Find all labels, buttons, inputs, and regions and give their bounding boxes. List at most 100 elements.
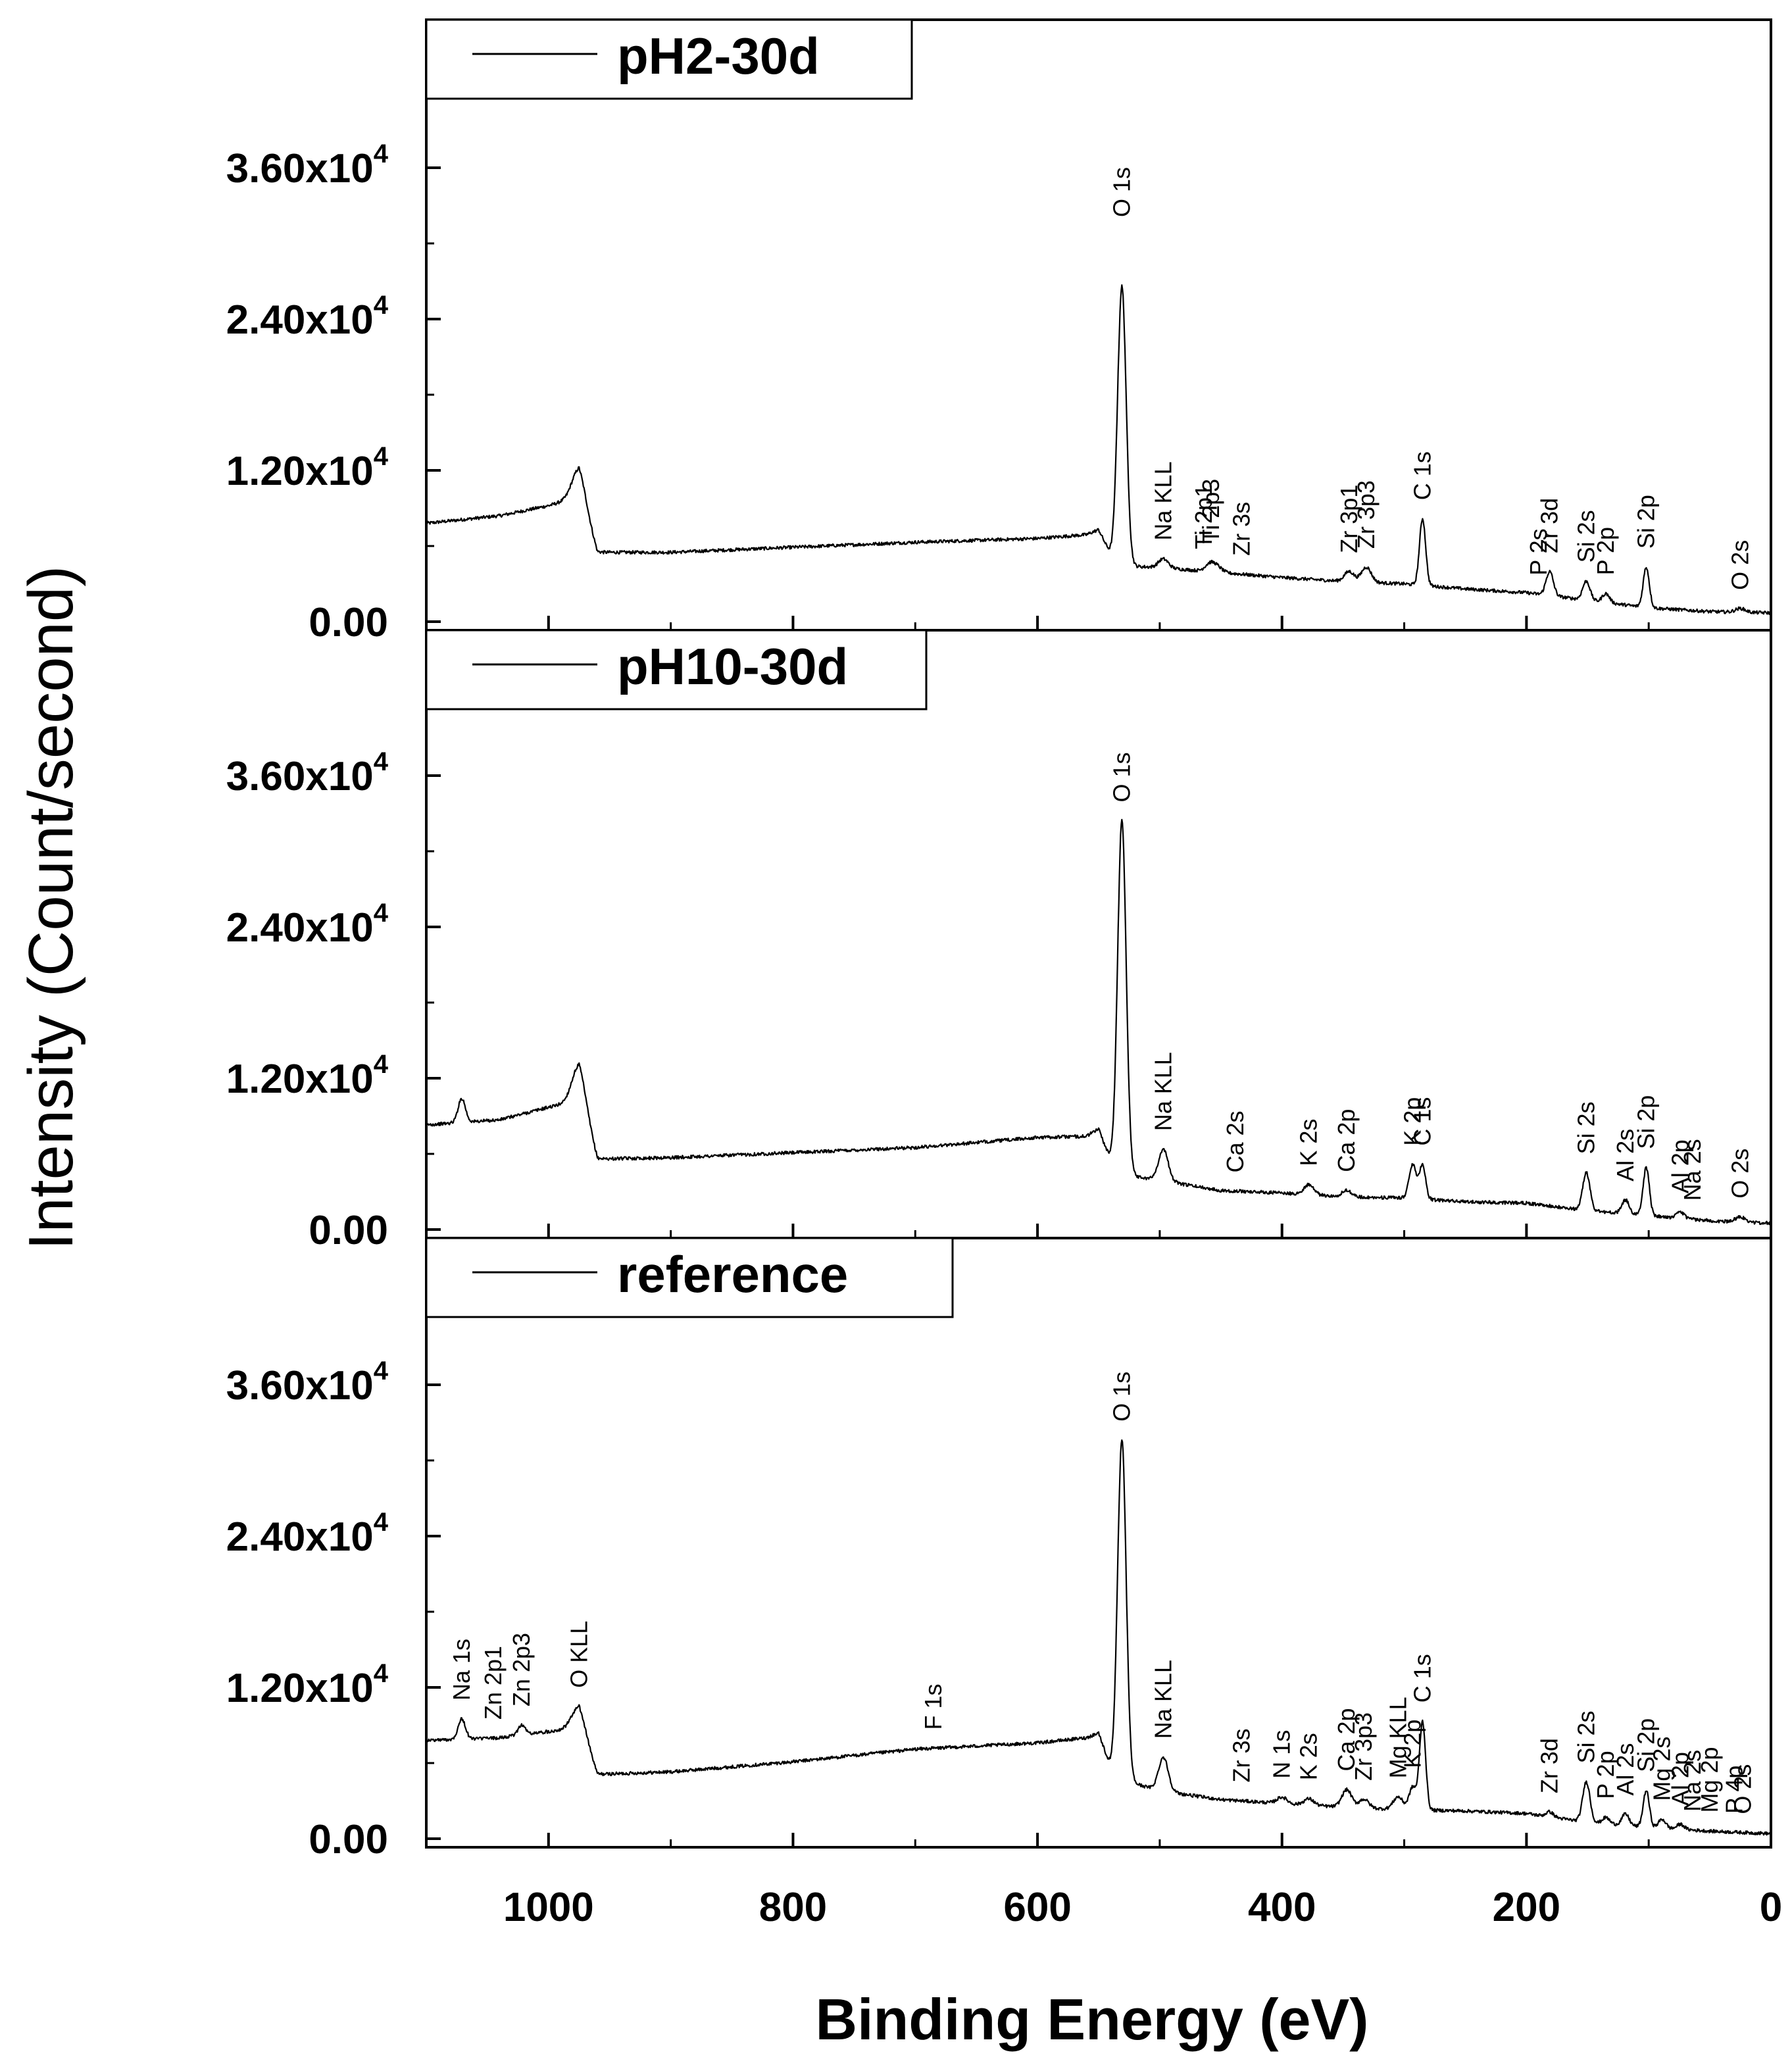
x-tick-label: 1000 — [503, 1885, 594, 1930]
spectrum-line-pH10-30d — [426, 818, 1772, 1226]
peak-label: Si 2p — [1633, 495, 1660, 549]
legend-box — [425, 1237, 954, 1318]
peak-label: Al 2s — [1612, 1743, 1639, 1796]
y-tick-label: 3.60x104 — [226, 139, 389, 191]
y-tick-label: 2.40x104 — [226, 291, 389, 343]
peak-label: Ti 2p1 — [1190, 484, 1217, 549]
peak-label: O 2s — [1727, 1149, 1754, 1199]
peak-label: P 2p — [1592, 527, 1619, 575]
peak-label: Mg KLL — [1384, 1697, 1411, 1778]
panel-legends: pH2-30d pH10-30d reference — [425, 18, 954, 1318]
peak-label: O KLL — [565, 1621, 592, 1688]
y-tick-label: 3.60x104 — [226, 747, 389, 799]
peak-label: Ca 2p — [1333, 1708, 1360, 1771]
peak-label: O 1s — [1108, 752, 1135, 802]
spectrum-traces — [426, 284, 1772, 1836]
panel-frame — [425, 1237, 1772, 1849]
peak-label: Si 2s — [1572, 510, 1599, 562]
peak-label: Na 2s — [1679, 1750, 1706, 1812]
panel-frame — [425, 18, 1772, 632]
peak-label: F 1s — [920, 1683, 947, 1729]
peak-label: Mg 2p — [1696, 1747, 1723, 1812]
y-tick-exponent: 4 — [374, 139, 389, 168]
y-tick-exponent: 4 — [374, 1508, 389, 1537]
peak-label: Ca 2s — [1222, 1110, 1249, 1172]
peak-label: C 1s — [1408, 1654, 1435, 1703]
x-tick-label: 200 — [1493, 1885, 1560, 1930]
peak-label: C 1s — [1408, 1097, 1435, 1146]
peak-label: Al 2p — [1667, 1752, 1694, 1806]
y-tick-label: 0.00 — [309, 1208, 388, 1253]
peak-label: Zr 3s — [1228, 1728, 1255, 1782]
peak-label: K 2p — [1399, 1720, 1426, 1768]
peak-label: P 2p — [1592, 1751, 1619, 1799]
y-tick-exponent: 4 — [374, 1356, 389, 1385]
peak-label: Si 2p — [1633, 1718, 1660, 1772]
x-tick-label: 0 — [1760, 1885, 1782, 1930]
y-tick-exponent: 4 — [374, 442, 389, 471]
y-tick-label: 0.00 — [309, 1817, 388, 1862]
panel-frames — [425, 18, 1772, 1849]
peak-label: Al 2s — [1612, 1129, 1639, 1182]
legend-label: reference — [617, 1245, 848, 1303]
peak-label: O 2s — [1727, 540, 1754, 590]
x-tick-label: 800 — [759, 1885, 827, 1930]
peak-label: Zr 3p3 — [1353, 480, 1380, 549]
peak-label: Zr 3s — [1228, 502, 1255, 556]
peak-label: Zr 3d — [1536, 498, 1563, 553]
peak-label: Ti 2p3 — [1197, 479, 1224, 544]
peak-label: O 1s — [1108, 167, 1135, 217]
peak-label: Na KLL — [1150, 1660, 1177, 1739]
axis-ticks: 0.00 1.20x104 2.40x104 3.60x104 0.00 1.20x104… — [226, 91, 1782, 1930]
y-tick-label: 1.20x104 — [226, 1050, 389, 1102]
peak-label: K 2s — [1295, 1733, 1322, 1780]
y-tick-exponent: 4 — [374, 1659, 389, 1688]
x-tick-label: 400 — [1248, 1885, 1316, 1930]
peak-label: P 4p — [1720, 1766, 1747, 1814]
y-tick-label: 2.40x104 — [226, 1508, 389, 1560]
y-tick-label: 1.20x104 — [226, 1659, 389, 1711]
peak-label: Si 2s — [1572, 1101, 1599, 1154]
y-tick-exponent: 4 — [374, 1050, 389, 1079]
peak-label: Si 2p — [1633, 1095, 1660, 1149]
x-tick-label: 600 — [1003, 1885, 1071, 1930]
peak-label: Na KLL — [1150, 462, 1177, 541]
peak-label: C 1s — [1408, 451, 1435, 500]
y-tick-exponent: 4 — [374, 747, 389, 776]
y-tick-label: 1.20x104 — [226, 442, 389, 494]
peak-label: N 1s — [1268, 1730, 1295, 1779]
y-tick-label: 2.40x104 — [226, 899, 389, 951]
legend-box — [425, 18, 913, 100]
spectrum-line-pH2-30d — [426, 284, 1772, 615]
peak-label: Al 2p — [1667, 1139, 1694, 1193]
peak-label: K 2p — [1399, 1097, 1426, 1146]
peak-label: Zn 2p3 — [508, 1633, 535, 1706]
peak-label: Si 2s — [1572, 1710, 1599, 1763]
peak-label: K 2s — [1295, 1119, 1322, 1166]
peak-label: Zr 3p1 — [1335, 485, 1362, 553]
peak-label: Na KLL — [1150, 1052, 1177, 1131]
peak-label: Zr 3p3 — [1350, 1712, 1377, 1781]
peak-label: P 2s — [1525, 528, 1552, 575]
peak-label: Zr 3d — [1536, 1738, 1563, 1793]
legend-label: pH10-30d — [617, 637, 848, 695]
y-tick-exponent: 4 — [374, 291, 389, 320]
y-tick-label: 0.00 — [309, 600, 388, 645]
panel-frame — [425, 629, 1772, 1239]
x-axis-title: Binding Energy (eV) — [816, 1987, 1369, 2052]
peak-label: Na 1s — [448, 1639, 475, 1701]
legend-box — [425, 629, 928, 710]
y-tick-exponent: 4 — [374, 899, 389, 928]
legend-label: pH2-30d — [617, 27, 820, 85]
y-tick-label: 3.60x104 — [226, 1356, 389, 1408]
peak-label: Na 2s — [1679, 1139, 1706, 1201]
peak-label: O 1s — [1108, 1372, 1135, 1422]
peak-label: Ca 2p — [1333, 1109, 1360, 1172]
y-axis-title: Intensity (Count/second) — [16, 566, 86, 1251]
peak-label: Zn 2p1 — [480, 1646, 507, 1720]
spectrum-line-reference — [426, 1439, 1772, 1836]
peak-label: O 2s — [1729, 1764, 1756, 1814]
peak-label: Mg 2s — [1649, 1737, 1676, 1801]
